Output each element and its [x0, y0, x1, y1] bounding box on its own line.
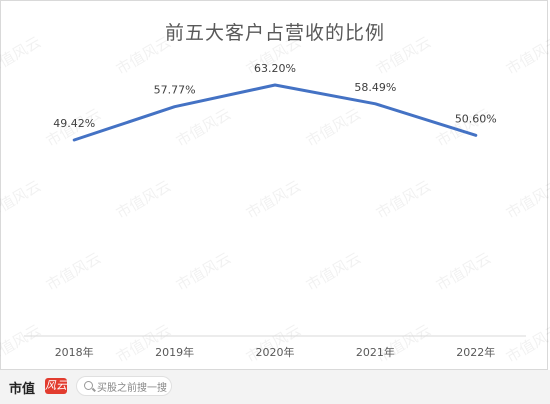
x-tick-label-0: 2018年: [55, 345, 94, 359]
watermark-text-3: 市值风云: [373, 33, 434, 79]
watermark-text-21: 市值风云: [113, 321, 174, 367]
watermark-text-6: 市值风云: [173, 105, 234, 151]
x-tick-labels: 2018年 2019年 2020年 2021年 2022年: [55, 345, 496, 359]
watermark-text-4: 市值风云: [503, 33, 550, 79]
watermark-text-13: 市值风云: [373, 177, 434, 223]
data-label-4: 50.60%: [455, 112, 497, 125]
brand-logo-icon: 风云: [45, 378, 67, 394]
series-line: [72, 83, 478, 142]
watermark-text-10: 市值风云: [0, 177, 44, 223]
watermark-text-18: 市值风云: [433, 249, 494, 295]
chart-frame: 前五大客户占营收的比例: [0, 0, 548, 370]
watermark-text-17: 市值风云: [303, 249, 364, 295]
watermark-text-23: 市值风云: [373, 321, 434, 367]
watermark-text-11: 市值风云: [113, 177, 174, 223]
data-labels: 49.42% 57.77% 63.20% 58.49% 50.60%: [53, 62, 497, 130]
watermark-text-20: 市值风云: [0, 321, 44, 367]
data-label-1: 57.77%: [154, 84, 196, 97]
search-input[interactable]: 买股之前搜一搜: [76, 376, 172, 396]
watermark-text-15: 市值风云: [43, 249, 104, 295]
watermark-text-22: 市值风云: [243, 321, 304, 367]
data-label-2: 63.20%: [254, 62, 296, 75]
x-tick-label-1: 2019年: [155, 345, 194, 359]
data-label-3: 58.49%: [354, 81, 396, 94]
watermark-text-1: 市值风云: [113, 33, 174, 79]
search-placeholder: 买股之前搜一搜: [97, 383, 167, 394]
watermark-text-12: 市值风云: [243, 177, 304, 223]
x-tick-label-2: 2020年: [256, 345, 295, 359]
search-icon: [84, 381, 93, 390]
watermark-text-16: 市值风云: [173, 249, 234, 295]
x-tick-label-3: 2021年: [356, 345, 395, 359]
footer-bar: 市值 风云 买股之前搜一搜: [0, 370, 550, 404]
chart-title: 前五大客户占营收的比例: [164, 22, 385, 44]
data-label-0: 49.42%: [53, 117, 95, 130]
brand-logo-text: 市值: [9, 382, 36, 397]
watermark-text-14: 市值风云: [503, 177, 550, 223]
watermark-text-24: 市值风云: [503, 321, 550, 367]
watermark-text-7: 市值风云: [303, 105, 364, 151]
x-tick-label-4: 2022年: [456, 345, 495, 359]
watermark-text-0: 市值风云: [0, 33, 44, 79]
